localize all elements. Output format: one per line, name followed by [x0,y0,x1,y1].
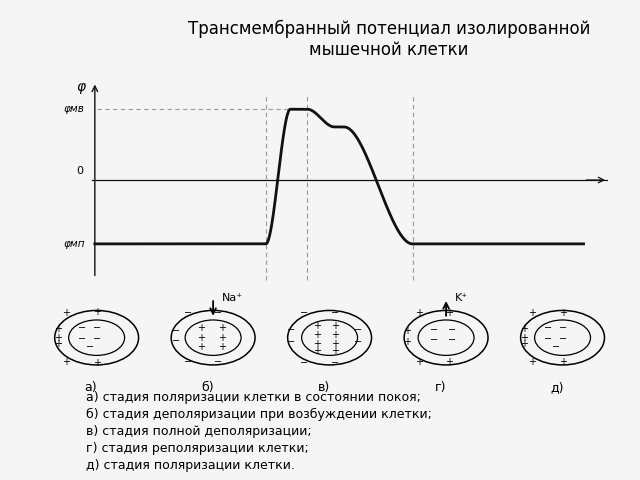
Text: −: − [448,324,456,335]
Text: +: + [415,308,423,318]
Text: +: + [445,308,452,318]
Text: −: − [172,336,180,346]
Text: +: + [54,339,62,349]
Text: −: − [287,325,294,336]
Text: −: − [93,323,100,333]
Text: −: − [430,324,438,335]
Text: Трансмембранный потенциал изолированной
мышечной клетки: Трансмембранный потенциал изолированной … [188,20,590,59]
Text: а) стадия поляризации клетки в состоянии покоя;: а) стадия поляризации клетки в состоянии… [86,391,420,404]
Text: −: − [214,308,222,318]
Text: в) стадия полной деполяризации;: в) стадия полной деполяризации; [86,425,312,438]
Text: −: − [300,358,308,368]
Text: −: − [544,334,552,344]
Text: в): в) [317,381,330,394]
Text: −: − [552,342,559,352]
Text: +: + [445,357,452,367]
Text: а): а) [84,381,97,394]
Text: д): д) [550,381,563,394]
Text: +: + [62,308,70,318]
Text: +: + [520,324,528,334]
Text: +: + [313,330,321,340]
Text: −: − [78,334,86,344]
Text: −: − [331,308,339,317]
Text: д) стадия поляризации клетки.: д) стадия поляризации клетки. [86,459,294,472]
Text: −: − [354,325,362,336]
Text: +: + [332,339,339,348]
Text: K⁺: K⁺ [455,293,468,303]
Text: −: − [430,336,438,346]
Text: б) стадия деполяризации при возбуждении клетки;: б) стадия деполяризации при возбуждении … [86,408,431,421]
Text: 0: 0 [76,166,83,176]
Text: +: + [403,337,412,348]
Text: +: + [218,323,226,333]
Text: +: + [332,321,339,331]
Text: +: + [415,357,423,367]
Text: −: − [559,323,566,333]
Text: +: + [198,323,205,333]
Text: φмп: φмп [63,239,84,249]
Text: +: + [62,357,70,367]
Text: +: + [198,342,205,352]
Text: −: − [331,358,339,368]
Text: −: − [287,337,294,348]
Text: −: − [448,336,456,346]
Text: +: + [93,359,100,368]
Text: +: + [559,357,566,367]
Text: +: + [559,308,566,318]
Text: −: − [184,308,193,318]
Text: +: + [520,339,528,349]
Text: φ: φ [76,80,85,94]
Text: +: + [198,333,205,343]
Text: +: + [528,308,536,318]
Text: −: − [559,334,566,344]
Text: Na⁺: Na⁺ [222,293,243,303]
Text: +: + [93,307,100,317]
Text: +: + [528,357,536,367]
Text: −: − [544,323,552,333]
Text: −: − [86,342,93,352]
Text: φмв: φмв [63,104,84,114]
Text: +: + [54,324,62,334]
Text: −: − [300,308,308,317]
Text: −: − [214,357,222,367]
Text: +: + [313,339,321,348]
Text: +: + [218,342,226,352]
Text: +: + [218,333,226,343]
Text: +: + [313,321,321,331]
Text: +: + [313,346,321,356]
Text: −: − [78,323,86,333]
Text: +: + [520,333,528,343]
Text: −: − [354,337,362,348]
Text: −: − [172,326,180,336]
Text: г) стадия реполяризации клетки;: г) стадия реполяризации клетки; [86,442,308,455]
Text: −: − [93,334,100,344]
Text: +: + [332,346,339,356]
Text: г): г) [435,381,446,394]
Text: +: + [403,326,412,336]
Text: б): б) [201,381,214,394]
Text: −: − [184,357,193,367]
Text: +: + [54,333,62,343]
Text: +: + [332,330,339,340]
